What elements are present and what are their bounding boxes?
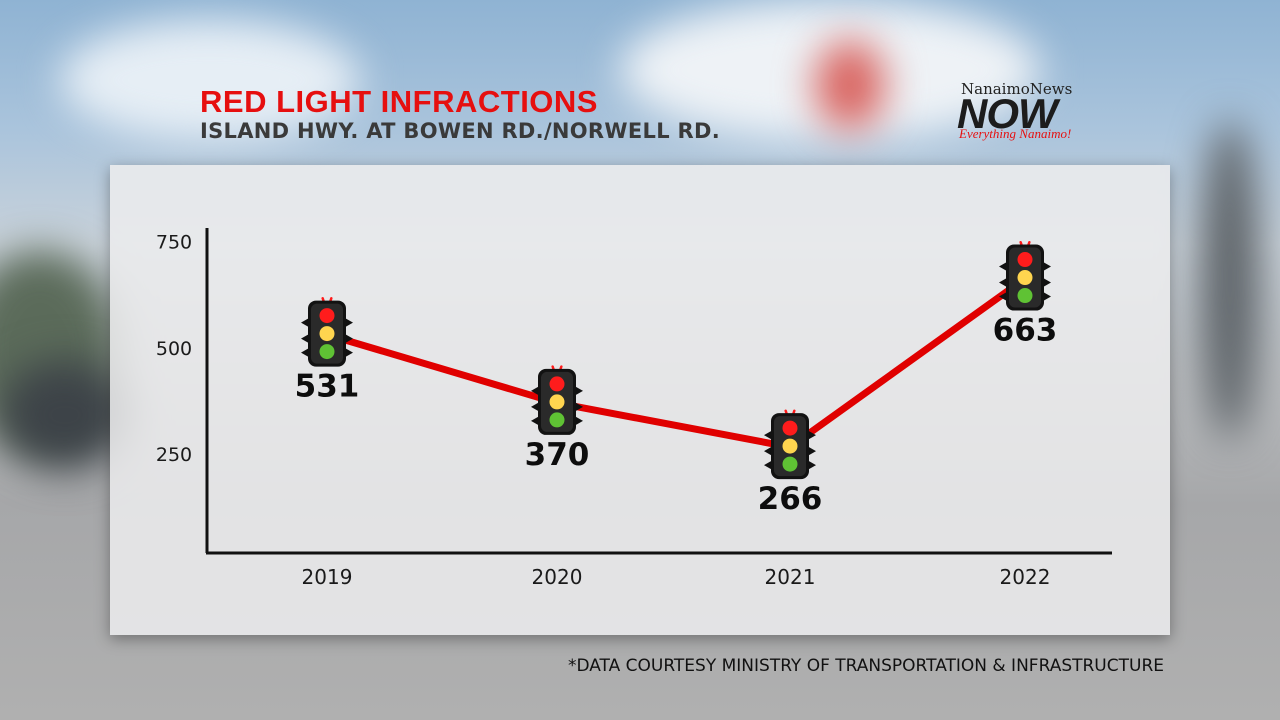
- traffic-light-marker: [764, 409, 816, 480]
- data-label: 370: [525, 437, 590, 473]
- traffic-light-marker: [301, 297, 353, 367]
- data-labels: 531 370 266 663: [295, 313, 1058, 518]
- data-source-footnote: *DATA COURTESY MINISTRY OF TRANSPORTATIO…: [567, 656, 1164, 676]
- yellow-lamp: [1017, 270, 1033, 286]
- x-axis-ticks: 2019 2020 2021 2022: [302, 565, 1051, 589]
- y-tick-label: 250: [156, 444, 192, 466]
- logo-top-text: NanaimoNews: [961, 80, 1073, 98]
- logo-main-text: NOW: [957, 90, 1058, 137]
- yellow-lamp: [319, 326, 335, 342]
- red-lamp: [549, 376, 565, 392]
- y-tick-label: 750: [156, 232, 192, 254]
- green-lamp: [319, 344, 335, 360]
- housing-wing-right: [809, 431, 816, 470]
- housing-wing-left: [301, 318, 308, 357]
- green-lamp: [782, 456, 798, 472]
- y-axis-ticks: 250 500 750: [156, 232, 192, 466]
- traffic-light-marker: [531, 365, 583, 435]
- logo-tagline: Everything Nanaimo!: [959, 126, 1072, 141]
- x-tick-label: 2022: [1000, 565, 1051, 589]
- housing-wing-left: [764, 431, 771, 470]
- series-line: [323, 275, 1029, 451]
- bg-pole: [1200, 120, 1260, 440]
- x-tick-label: 2021: [765, 565, 816, 589]
- housing-wing-right: [576, 386, 583, 425]
- chart-axes: [205, 228, 1112, 555]
- green-lamp: [549, 412, 565, 428]
- red-lamp: [1017, 252, 1033, 268]
- green-lamp: [1017, 288, 1033, 304]
- yellow-lamp: [782, 438, 798, 454]
- x-tick-label: 2019: [302, 565, 353, 589]
- y-tick-label: 500: [156, 338, 192, 360]
- traffic-light-marker: [999, 240, 1051, 311]
- housing-wing-left: [999, 262, 1006, 301]
- housing-wing-right: [1044, 262, 1051, 301]
- data-series: [323, 275, 1029, 451]
- x-tick-label: 2020: [532, 565, 583, 589]
- housing-wing-left: [531, 386, 538, 425]
- bg-flag: [815, 40, 885, 130]
- chart-title: RED LIGHT INFRACTIONS: [200, 84, 598, 119]
- brand-logo: NanaimoNews NOW Everything Nanaimo!: [955, 80, 1080, 145]
- chart-panel: [110, 165, 1170, 635]
- chart-subtitle: ISLAND HWY. AT BOWEN RD./NORWELL RD.: [200, 119, 720, 143]
- data-label: 663: [993, 313, 1058, 349]
- data-markers: [301, 240, 1051, 480]
- housing-wing-right: [346, 318, 353, 357]
- data-label: 531: [295, 369, 360, 405]
- red-lamp: [782, 420, 798, 436]
- bg-vehicle: [0, 360, 130, 470]
- bg-sky-cloud: [60, 20, 360, 140]
- yellow-lamp: [549, 394, 565, 410]
- data-label: 266: [758, 481, 823, 517]
- red-lamp: [319, 308, 335, 324]
